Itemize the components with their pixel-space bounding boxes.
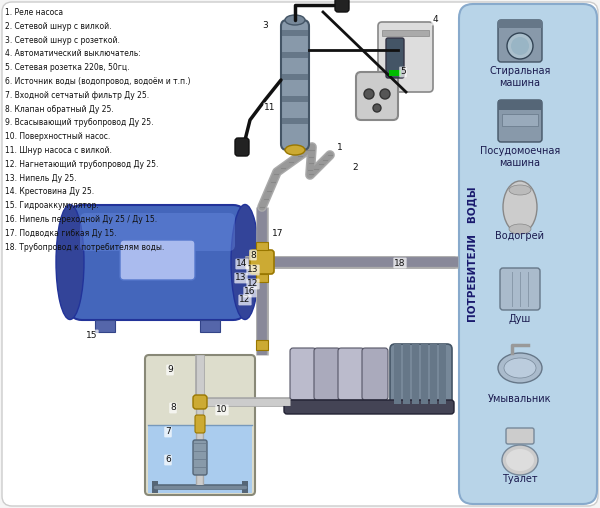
Text: Умывальник: Умывальник: [488, 394, 552, 404]
Text: 9: 9: [167, 365, 173, 374]
Text: 16. Нипель переходной Ду 25 / Ду 15.: 16. Нипель переходной Ду 25 / Ду 15.: [5, 215, 157, 224]
Bar: [421, 344, 428, 404]
Bar: [282, 118, 308, 124]
FancyBboxPatch shape: [290, 348, 316, 400]
Text: 18: 18: [394, 259, 406, 268]
FancyBboxPatch shape: [498, 20, 542, 62]
Bar: [498, 100, 542, 110]
Text: 13: 13: [235, 273, 247, 282]
FancyBboxPatch shape: [356, 72, 398, 120]
Circle shape: [364, 89, 374, 99]
Bar: [403, 344, 410, 404]
Bar: [382, 30, 429, 36]
Ellipse shape: [498, 353, 542, 383]
FancyBboxPatch shape: [250, 250, 274, 274]
Text: 3. Сетевой шнур с розеткой.: 3. Сетевой шнур с розеткой.: [5, 36, 120, 45]
Text: 6: 6: [165, 456, 171, 464]
FancyBboxPatch shape: [235, 138, 249, 156]
Text: 1: 1: [337, 143, 343, 152]
Text: Туалет: Туалет: [502, 474, 538, 484]
Text: Водогрей: Водогрей: [496, 231, 545, 241]
Bar: [389, 70, 401, 76]
Bar: [502, 128, 538, 136]
Bar: [412, 344, 419, 404]
FancyBboxPatch shape: [362, 348, 388, 400]
Text: 7: 7: [165, 428, 171, 436]
Text: 12: 12: [239, 296, 251, 304]
Text: 13. Нипель Ду 25.: 13. Нипель Ду 25.: [5, 174, 77, 182]
Text: 8. Клапан обратный Ду 25.: 8. Клапан обратный Ду 25.: [5, 105, 114, 114]
Text: 14: 14: [236, 260, 248, 269]
FancyBboxPatch shape: [70, 205, 245, 320]
Text: 18. Трубопровод к потребителям воды.: 18. Трубопровод к потребителям воды.: [5, 243, 164, 251]
Text: Стиральная
машина: Стиральная машина: [490, 66, 551, 87]
Text: 10. Поверхностный насос.: 10. Поверхностный насос.: [5, 132, 110, 141]
FancyBboxPatch shape: [120, 240, 195, 280]
Text: Посудомоечная
машина: Посудомоечная машина: [480, 146, 560, 168]
Text: 12. Нагнетающий трубопровод Ду 25.: 12. Нагнетающий трубопровод Ду 25.: [5, 160, 158, 169]
Circle shape: [511, 37, 529, 55]
Text: 1. Реле насоса: 1. Реле насоса: [5, 8, 63, 17]
Bar: [502, 114, 538, 126]
Bar: [242, 481, 248, 493]
Bar: [498, 20, 542, 28]
FancyBboxPatch shape: [80, 213, 235, 251]
Bar: [282, 52, 308, 58]
FancyBboxPatch shape: [193, 395, 207, 409]
Ellipse shape: [509, 185, 531, 195]
FancyBboxPatch shape: [338, 348, 364, 400]
Ellipse shape: [504, 358, 536, 378]
Circle shape: [507, 33, 533, 59]
Bar: [200, 320, 220, 332]
Circle shape: [373, 104, 381, 112]
Ellipse shape: [285, 145, 305, 155]
FancyBboxPatch shape: [500, 268, 540, 310]
Ellipse shape: [56, 205, 84, 320]
Text: 12: 12: [247, 279, 259, 289]
FancyBboxPatch shape: [498, 100, 542, 142]
Text: 5: 5: [400, 68, 406, 77]
Text: 15. Гидроаккумулятор.: 15. Гидроаккумулятор.: [5, 201, 99, 210]
FancyBboxPatch shape: [193, 440, 207, 475]
Text: 14. Крестовина Ду 25.: 14. Крестовина Ду 25.: [5, 187, 94, 197]
FancyBboxPatch shape: [390, 344, 452, 404]
FancyBboxPatch shape: [284, 400, 454, 414]
Text: 15: 15: [86, 331, 98, 339]
Ellipse shape: [509, 224, 531, 234]
Ellipse shape: [285, 15, 305, 25]
Text: 17. Подводка гибкая Ду 15.: 17. Подводка гибкая Ду 15.: [5, 229, 116, 238]
Circle shape: [380, 89, 390, 99]
Bar: [148, 425, 252, 493]
Text: ПОТРЕБИТЕЛИ   ВОДЫ: ПОТРЕБИТЕЛИ ВОДЫ: [467, 186, 477, 322]
Bar: [439, 344, 446, 404]
Text: 11: 11: [264, 104, 276, 112]
FancyBboxPatch shape: [386, 38, 404, 78]
FancyBboxPatch shape: [378, 22, 433, 92]
FancyBboxPatch shape: [145, 355, 255, 495]
Text: 2: 2: [352, 164, 358, 173]
Text: 3: 3: [262, 20, 268, 29]
Bar: [394, 344, 401, 404]
Text: 7. Входной сетчатый фильтр Ду 25.: 7. Входной сетчатый фильтр Ду 25.: [5, 91, 149, 100]
Text: 8: 8: [170, 403, 176, 412]
FancyBboxPatch shape: [335, 0, 349, 12]
FancyBboxPatch shape: [281, 20, 309, 150]
Ellipse shape: [506, 449, 534, 471]
Text: 11. Шнур насоса с вилкой.: 11. Шнур насоса с вилкой.: [5, 146, 112, 155]
Bar: [256, 340, 268, 350]
Text: 10: 10: [216, 405, 228, 415]
Bar: [256, 242, 268, 250]
Bar: [282, 74, 308, 80]
FancyBboxPatch shape: [195, 415, 205, 433]
Text: 16: 16: [244, 288, 256, 297]
FancyBboxPatch shape: [459, 4, 597, 504]
FancyBboxPatch shape: [506, 428, 534, 444]
FancyBboxPatch shape: [314, 348, 340, 400]
Ellipse shape: [502, 445, 538, 475]
Text: 4. Автоматический выключатель:: 4. Автоматический выключатель:: [5, 49, 141, 58]
Text: 6. Источник воды (водопровод, водоём и т.п.): 6. Источник воды (водопровод, водоём и т…: [5, 77, 191, 86]
Text: Душ: Душ: [509, 314, 531, 324]
Text: 17: 17: [272, 229, 284, 238]
Bar: [256, 274, 268, 282]
